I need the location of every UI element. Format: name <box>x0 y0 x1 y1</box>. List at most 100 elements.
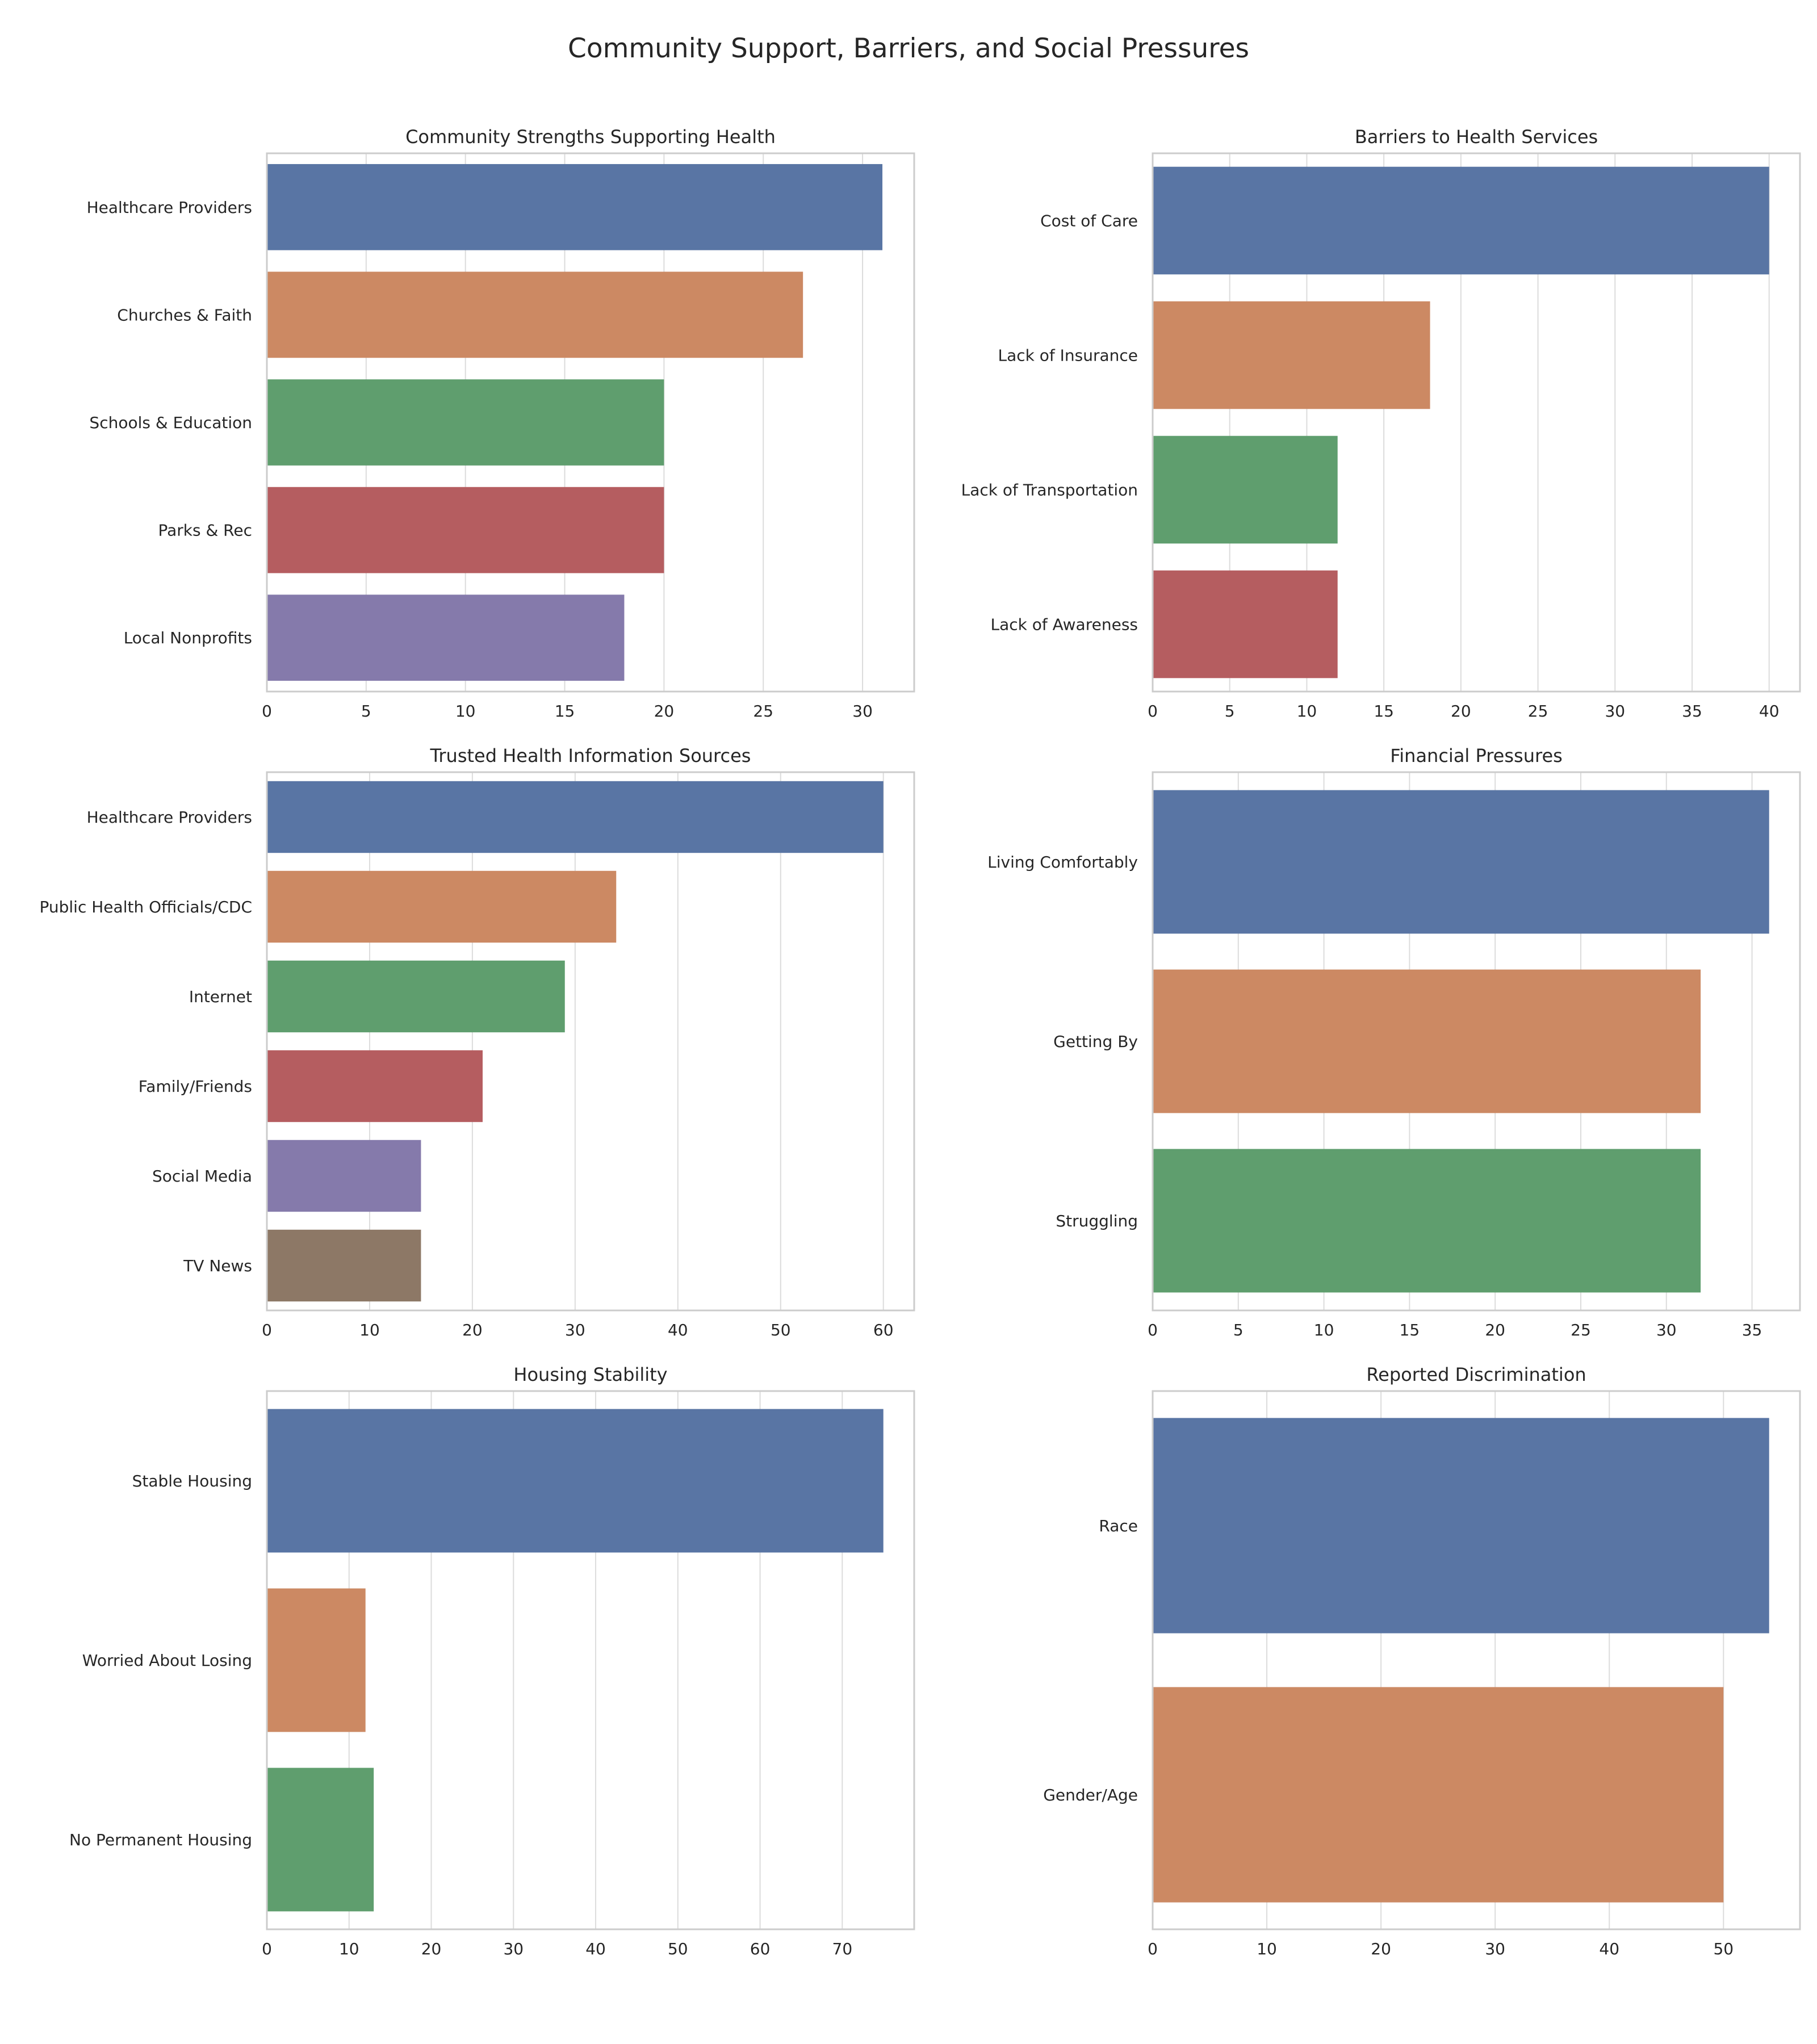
bar-gender-age <box>1153 1687 1724 1903</box>
x-tick-label: 30 <box>503 1940 524 1958</box>
x-tick-label: 20 <box>1371 1940 1391 1958</box>
bar-cost-of-care <box>1153 166 1769 275</box>
bar-schools-education <box>267 379 664 466</box>
x-tick-label: 35 <box>1682 702 1702 721</box>
x-tick-label: 25 <box>1528 702 1548 721</box>
category-label: Churches & Faith <box>117 305 252 324</box>
x-tick-label: 0 <box>1148 702 1158 721</box>
x-tick-label: 50 <box>668 1940 688 1958</box>
category-label: Living Comfortably <box>987 853 1138 872</box>
chart-svg: Financial Pressures Living Comfortably Get… <box>987 745 1801 1339</box>
category-label: Internet <box>189 987 252 1006</box>
x-tick-label: 30 <box>1605 702 1625 721</box>
plot-frame <box>1152 1390 1801 1930</box>
chart-title: Barriers to Health Services <box>1355 126 1598 148</box>
x-tick-label: 20 <box>1485 1321 1505 1339</box>
x-tick-label: 70 <box>832 1940 853 1958</box>
bar-parks-rec <box>267 487 664 573</box>
category-label: Getting By <box>1053 1032 1138 1051</box>
x-tick-label: 0 <box>1148 1940 1158 1958</box>
plot-frame <box>266 152 915 693</box>
x-tick-label: 10 <box>359 1321 380 1339</box>
bar-lack-of-awareness <box>1153 570 1338 678</box>
figure-title: Community Support, Barriers, and Social … <box>568 33 1249 64</box>
x-tick-label: 10 <box>339 1940 359 1958</box>
x-tick-label: 0 <box>262 702 272 721</box>
x-tick-label: 0 <box>262 1940 272 1958</box>
x-tick-label: 10 <box>455 702 476 721</box>
category-label: Cost of Care <box>1040 212 1138 231</box>
x-tick-label: 30 <box>565 1321 585 1339</box>
bar-getting-by <box>1153 969 1701 1113</box>
chart-reported-discrimination: Reported Discrimination Race Gender/Age 0 10… <box>886 1351 1817 1970</box>
category-label: Schools & Education <box>89 413 252 432</box>
chart-trusted-information-sources: Trusted Health Information Sources Health… <box>0 732 931 1351</box>
bar-lack-of-insurance <box>1153 301 1430 409</box>
bar-healthcare-providers <box>267 164 883 250</box>
chart-title: Financial Pressures <box>1390 745 1563 767</box>
x-tick-label: 60 <box>750 1940 771 1958</box>
bar-no-permanent-housing <box>267 1767 374 1912</box>
category-label: Parks & Rec <box>158 521 252 540</box>
category-label: Race <box>1099 1517 1138 1535</box>
bar-worried-about-losing <box>267 1588 366 1732</box>
bar-race <box>1153 1418 1769 1633</box>
plot-frame <box>1152 152 1801 693</box>
chart-housing-stability: Housing Stability Stable Housing Worried A… <box>0 1351 931 1970</box>
category-label: Lack of Transportation <box>961 481 1138 500</box>
category-label: No Permanent Housing <box>69 1831 252 1849</box>
plot-frame <box>266 771 915 1312</box>
x-tick-label: 40 <box>1759 702 1780 721</box>
x-tick-label: 20 <box>462 1321 483 1339</box>
bar-public-health-officials-cdc <box>267 870 617 943</box>
category-label: Social Media <box>152 1167 252 1186</box>
x-tick-label: 5 <box>361 702 371 721</box>
category-label: Gender/Age <box>1043 1786 1138 1804</box>
category-label: Struggling <box>1056 1212 1138 1230</box>
category-label: Stable Housing <box>132 1472 252 1490</box>
chart-svg: Reported Discrimination Race Gender/Age 0 10… <box>1043 1364 1801 1958</box>
category-label: Lack of Awareness <box>990 615 1138 634</box>
bar-living-comfortably <box>1153 790 1769 934</box>
chart-title: Housing Stability <box>513 1364 667 1385</box>
category-label: Healthcare Providers <box>87 198 252 217</box>
category-label: Family/Friends <box>139 1077 252 1096</box>
chart-title: Community Strengths Supporting Health <box>405 126 776 148</box>
x-tick-label: 15 <box>555 702 575 721</box>
category-label: TV News <box>183 1256 252 1275</box>
chart-svg: Community Strengths Supporting Health Hea… <box>87 126 915 721</box>
x-tick-label: 10 <box>1257 1940 1277 1958</box>
category-label: Healthcare Providers <box>87 808 252 827</box>
x-tick-label: 30 <box>1656 1321 1677 1339</box>
x-tick-label: 30 <box>1485 1940 1505 1958</box>
bar-stable-housing <box>267 1409 884 1553</box>
chart-title: Reported Discrimination <box>1366 1364 1586 1385</box>
plot-frame <box>266 1390 915 1930</box>
x-tick-label: 20 <box>421 1940 442 1958</box>
x-tick-label: 20 <box>1451 702 1471 721</box>
x-tick-label: 10 <box>1314 1321 1334 1339</box>
plot-frame <box>1152 771 1801 1312</box>
x-tick-label: 5 <box>1233 1321 1244 1339</box>
x-tick-label: 40 <box>1599 1940 1619 1958</box>
x-tick-label: 50 <box>771 1321 791 1339</box>
chart-svg: Trusted Health Information Sources Health… <box>39 745 915 1339</box>
category-label: Worried About Losing <box>82 1651 252 1670</box>
bar-local-nonprofits <box>267 594 625 681</box>
bar-tv-news <box>267 1229 421 1302</box>
bar-healthcare-providers <box>267 781 884 853</box>
chart-financial-pressures: Financial Pressures Living Comfortably Get… <box>886 732 1817 1351</box>
category-label: Public Health Officials/CDC <box>39 898 252 916</box>
category-label: Local Nonprofits <box>124 629 252 647</box>
bar-internet <box>267 960 565 1033</box>
bar-churches-faith <box>267 271 803 358</box>
chart-svg: Housing Stability Stable Housing Worried A… <box>69 1364 915 1958</box>
x-tick-label: 50 <box>1713 1940 1734 1958</box>
x-tick-label: 5 <box>1225 702 1235 721</box>
bar-family-friends <box>267 1050 483 1122</box>
x-tick-label: 40 <box>668 1321 688 1339</box>
x-tick-label: 10 <box>1297 702 1317 721</box>
chart-barriers-to-health-services: Barriers to Health Services Cost of Care L… <box>886 114 1817 732</box>
x-tick-label: 30 <box>852 702 873 721</box>
x-tick-label: 0 <box>1148 1321 1158 1339</box>
